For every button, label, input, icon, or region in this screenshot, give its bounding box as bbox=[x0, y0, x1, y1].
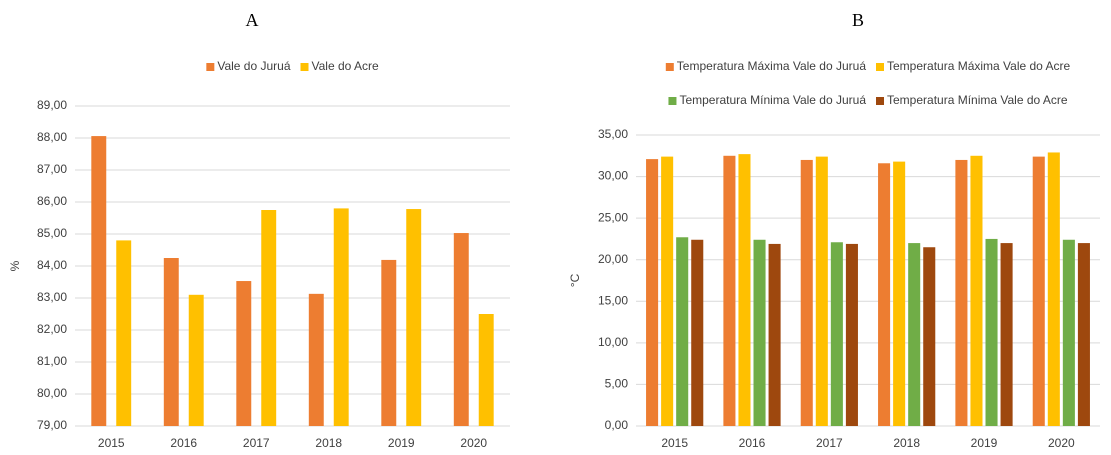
bar bbox=[1000, 243, 1013, 426]
legend-item: Vale do Acre bbox=[300, 59, 379, 73]
y-tick-label: 20,00 bbox=[598, 252, 628, 266]
bar bbox=[970, 155, 983, 427]
bar bbox=[908, 243, 921, 426]
legend-swatch bbox=[876, 63, 884, 71]
bar bbox=[661, 156, 674, 427]
bar bbox=[923, 247, 936, 426]
y-tick-label: 84,00 bbox=[37, 258, 67, 272]
bar bbox=[453, 233, 469, 426]
bar bbox=[768, 243, 781, 426]
y-tick-label: 89,00 bbox=[37, 98, 67, 112]
y-tick-label: 81,00 bbox=[37, 354, 67, 368]
y-axis-label: % bbox=[8, 260, 22, 271]
x-tick-label: 2018 bbox=[315, 436, 342, 450]
bar bbox=[406, 209, 422, 426]
y-tick-label: 35,00 bbox=[598, 127, 628, 141]
bar bbox=[878, 163, 891, 427]
bar bbox=[753, 239, 766, 426]
bar bbox=[691, 239, 704, 426]
bar bbox=[676, 237, 689, 426]
bar bbox=[163, 258, 179, 426]
y-tick-label: 86,00 bbox=[37, 194, 67, 208]
legend-swatch bbox=[876, 97, 885, 105]
bar bbox=[1047, 152, 1060, 426]
legend-item: Vale do Juruá bbox=[206, 59, 291, 73]
bar bbox=[845, 243, 858, 426]
legend-item: Temperatura Mínima Vale do Juruá bbox=[668, 93, 866, 107]
bar bbox=[478, 314, 494, 426]
legend-label: Vale do Acre bbox=[312, 59, 379, 73]
bar bbox=[955, 159, 968, 426]
legend-swatch bbox=[300, 63, 309, 71]
x-tick-label: 2019 bbox=[388, 436, 415, 450]
x-tick-label: 2020 bbox=[1048, 436, 1075, 450]
y-tick-label: 88,00 bbox=[37, 130, 67, 144]
y-tick-label: 30,00 bbox=[598, 169, 628, 183]
legend-label: Temperatura Máxima Vale do Acre bbox=[887, 59, 1071, 73]
y-tick-label: 82,00 bbox=[37, 322, 67, 336]
x-tick-label: 2019 bbox=[971, 436, 998, 450]
bar bbox=[308, 293, 324, 426]
y-axis-label: °C bbox=[568, 273, 582, 287]
bar bbox=[188, 294, 204, 426]
x-tick-label: 2016 bbox=[739, 436, 766, 450]
legend-swatch bbox=[668, 97, 677, 105]
bar bbox=[1077, 243, 1090, 426]
y-tick-label: 87,00 bbox=[37, 162, 67, 176]
legend-label: Temperatura Máxima Vale do Juruá bbox=[677, 59, 867, 73]
y-tick-label: 79,00 bbox=[37, 418, 67, 432]
bar bbox=[381, 259, 397, 426]
y-tick-label: 25,00 bbox=[598, 210, 628, 224]
chart-title: B bbox=[852, 10, 864, 30]
x-tick-label: 2017 bbox=[816, 436, 843, 450]
bar bbox=[800, 159, 813, 426]
bar bbox=[333, 208, 349, 426]
legend-swatch bbox=[665, 63, 674, 71]
legend-label: Temperatura Mínima Vale do Juruá bbox=[679, 93, 866, 107]
x-tick-label: 2018 bbox=[893, 436, 920, 450]
legend-item: Temperatura Máxima Vale do Acre bbox=[876, 59, 1071, 73]
bar bbox=[738, 154, 751, 426]
bar bbox=[985, 238, 998, 426]
bar bbox=[91, 136, 107, 426]
y-tick-label: 10,00 bbox=[598, 335, 628, 349]
legend-item: Temperatura Mínima Vale do Acre bbox=[876, 93, 1068, 107]
bar bbox=[236, 281, 252, 426]
bar bbox=[815, 156, 828, 427]
x-tick-label: 2015 bbox=[661, 436, 688, 450]
y-tick-label: 83,00 bbox=[37, 290, 67, 304]
y-tick-label: 85,00 bbox=[37, 226, 67, 240]
legend-item: Temperatura Máxima Vale do Juruá bbox=[665, 59, 867, 73]
legend-label: Vale do Juruá bbox=[217, 59, 290, 73]
bar bbox=[830, 242, 843, 426]
y-tick-label: 80,00 bbox=[37, 386, 67, 400]
chart-title: A bbox=[246, 10, 259, 30]
bar bbox=[116, 240, 132, 426]
y-tick-label: 15,00 bbox=[598, 293, 628, 307]
x-tick-label: 2015 bbox=[98, 436, 125, 450]
bar bbox=[646, 159, 659, 426]
legend-swatch bbox=[206, 63, 215, 71]
bar bbox=[261, 210, 277, 426]
bar bbox=[1062, 239, 1075, 426]
y-tick-label: 0,00 bbox=[605, 418, 629, 432]
bar bbox=[893, 161, 906, 426]
x-tick-label: 2017 bbox=[243, 436, 270, 450]
y-tick-label: 5,00 bbox=[605, 377, 629, 391]
bar bbox=[723, 155, 736, 427]
x-tick-label: 2016 bbox=[170, 436, 197, 450]
legend-label: Temperatura Mínima Vale do Acre bbox=[887, 93, 1068, 107]
bar bbox=[1032, 156, 1045, 427]
x-tick-label: 2020 bbox=[460, 436, 487, 450]
